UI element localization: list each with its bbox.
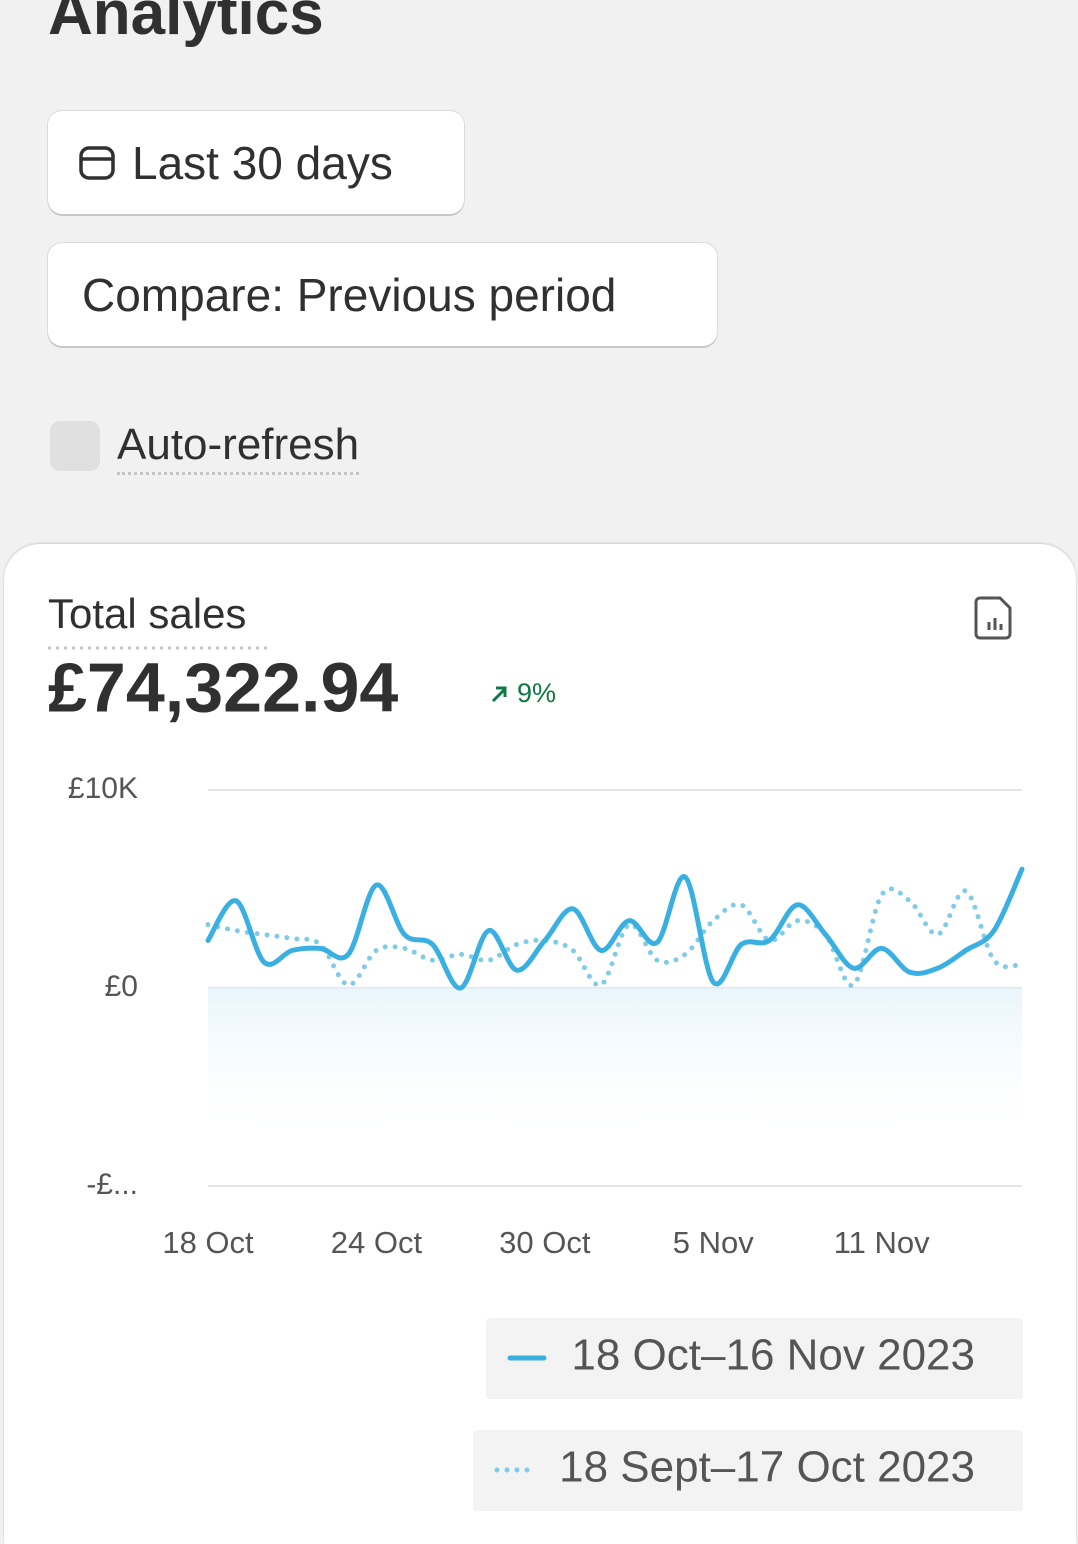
y-tick-label: £10K xyxy=(68,772,138,805)
page-title: Analytics xyxy=(48,0,324,48)
legend-item[interactable]: 18 Sept–17 Oct 2023 xyxy=(473,1430,1023,1511)
legend-label: 18 Sept–17 Oct 2023 xyxy=(559,1443,975,1492)
legend-item[interactable]: 18 Oct–16 Nov 2023 xyxy=(486,1318,1023,1399)
date-label: Last 30 days xyxy=(132,136,393,189)
series-line xyxy=(205,886,1025,988)
auto-refresh-label[interactable]: Auto-refresh xyxy=(117,420,360,475)
y-tick-label: £0 xyxy=(105,970,138,1003)
checkbox[interactable] xyxy=(50,421,100,471)
x-tick-label: 30 Oct xyxy=(499,1225,591,1260)
x-tick-label: 5 Nov xyxy=(673,1225,754,1260)
up-arrow xyxy=(491,686,507,703)
export-icon[interactable] xyxy=(974,596,1012,640)
x-tick-label: 11 Nov xyxy=(834,1225,930,1260)
change: 9% xyxy=(517,678,556,708)
x-tick-label: 18 Oct xyxy=(162,1225,254,1260)
compare-button[interactable]: Compare: Previous period xyxy=(48,243,717,346)
total-value: £74,322.94 xyxy=(48,648,398,726)
legend-box xyxy=(486,1318,1023,1399)
compare-label: Compare: Previous period xyxy=(82,268,617,321)
area-fill xyxy=(208,988,1022,1146)
calendar-icon xyxy=(79,145,115,180)
series-line xyxy=(205,866,1025,991)
legend-label: 18 Oct–16 Nov 2023 xyxy=(571,1331,975,1380)
chart-title: Total sales xyxy=(48,590,246,637)
x-tick-label: 24 Oct xyxy=(331,1225,423,1260)
y-tick-label: -£... xyxy=(86,1168,138,1201)
legend-box xyxy=(473,1430,1023,1511)
date-button[interactable]: Last 30 days xyxy=(48,111,464,214)
